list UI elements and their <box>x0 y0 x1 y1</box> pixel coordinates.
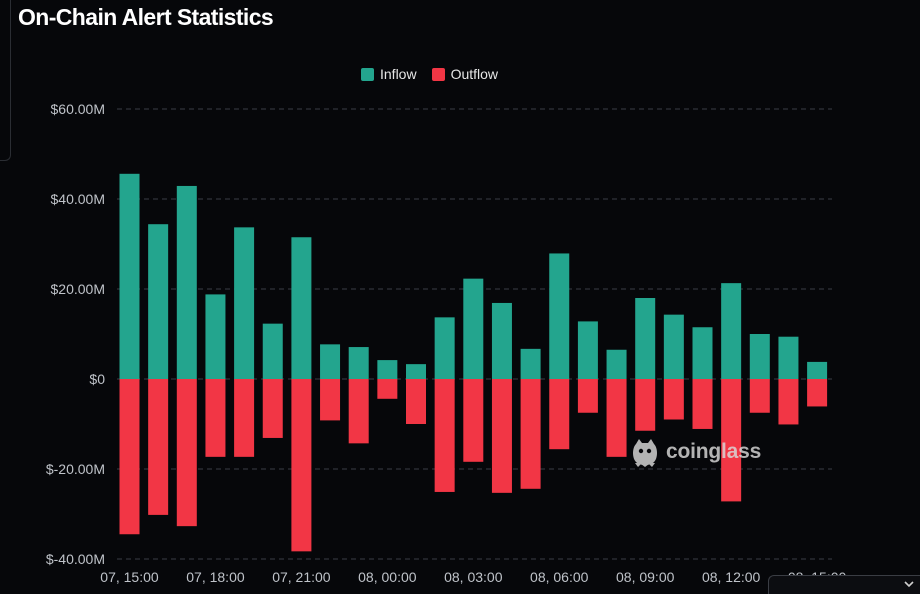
inflow-bar[interactable] <box>635 298 656 379</box>
inflow-bar[interactable] <box>520 348 541 379</box>
inflow-bar[interactable] <box>434 317 455 379</box>
outflow-bar[interactable] <box>606 379 627 457</box>
inflow-bar[interactable] <box>348 347 369 379</box>
inflow-bar[interactable] <box>291 237 312 379</box>
outflow-bar[interactable] <box>749 379 770 413</box>
outflow-bar[interactable] <box>148 379 169 515</box>
inflow-bar[interactable] <box>721 283 742 379</box>
outflow-bar[interactable] <box>549 379 570 450</box>
side-panel-edge <box>0 0 11 161</box>
inflow-bar[interactable] <box>148 224 169 379</box>
coinglass-logo-icon <box>633 439 657 467</box>
y-tick-label: $-40.00M <box>46 551 105 567</box>
outflow-bar[interactable] <box>291 379 312 552</box>
inflow-bar[interactable] <box>692 327 713 379</box>
outflow-bar[interactable] <box>119 379 140 535</box>
outflow-bar[interactable] <box>176 379 197 527</box>
inflow-bar[interactable] <box>749 334 770 379</box>
inflow-bar[interactable] <box>320 344 341 379</box>
outflow-bar[interactable] <box>778 379 799 425</box>
x-tick-label: 08, 00:00 <box>358 569 417 585</box>
watermark-text: coinglass <box>666 440 762 463</box>
inflow-bar[interactable] <box>205 294 226 379</box>
outflow-bar[interactable] <box>406 379 426 424</box>
outflow-bar[interactable] <box>463 379 484 462</box>
inflow-bar[interactable] <box>577 321 598 379</box>
y-axis-ticks: $60.00M $40.00M $20.00M $0 $-20.00M $-40.00M <box>46 101 105 567</box>
inflow-bar[interactable] <box>119 173 140 379</box>
y-tick-label: $-20.00M <box>46 461 105 477</box>
y-tick-label: $20.00M <box>51 281 105 297</box>
x-tick-label: 08, 06:00 <box>530 569 589 585</box>
outflow-bar[interactable] <box>234 379 255 457</box>
legend-label-inflow: Inflow <box>380 66 417 82</box>
y-tick-label: $60.00M <box>51 101 105 117</box>
inflow-bar[interactable] <box>807 361 828 379</box>
inflow-bar[interactable] <box>406 364 426 379</box>
inflow-bar[interactable] <box>549 253 570 379</box>
chart-title: On-Chain Alert Statistics <box>18 4 274 30</box>
x-tick-label: 07, 21:00 <box>272 569 331 585</box>
legend-label-outflow: Outflow <box>450 66 499 82</box>
inflow-swatch <box>361 67 374 81</box>
y-tick-label: $0 <box>89 371 105 387</box>
outflow-bar[interactable] <box>577 379 598 413</box>
outflow-bar[interactable] <box>663 379 684 420</box>
bars <box>119 173 828 552</box>
inflow-bar[interactable] <box>377 360 398 379</box>
inflow-bar[interactable] <box>463 278 484 379</box>
outflow-bar[interactable] <box>262 379 283 438</box>
legend-item-inflow[interactable]: Inflow <box>361 66 417 82</box>
chevron-down-icon[interactable] <box>903 578 915 590</box>
inflow-bar[interactable] <box>491 302 512 379</box>
inflow-bar[interactable] <box>176 185 197 379</box>
chart-legend: Inflow Outflow <box>361 66 513 82</box>
outflow-bar[interactable] <box>721 379 742 502</box>
inflow-bar[interactable] <box>778 336 799 379</box>
x-tick-label: 08, 12:00 <box>702 569 761 585</box>
inflow-bar[interactable] <box>606 349 627 379</box>
outflow-bar[interactable] <box>434 379 455 492</box>
outflow-bar[interactable] <box>320 379 341 421</box>
outflow-swatch <box>431 67 445 81</box>
outflow-bar[interactable] <box>205 379 226 457</box>
outflow-bar[interactable] <box>377 379 398 399</box>
outflow-bar[interactable] <box>491 379 512 493</box>
watermark: coinglass <box>630 436 761 468</box>
outflow-bar[interactable] <box>692 379 713 429</box>
bottom-panel[interactable] <box>768 575 920 594</box>
inflow-bar[interactable] <box>663 314 684 379</box>
inflow-bar[interactable] <box>262 323 283 379</box>
y-tick-label: $40.00M <box>51 191 105 207</box>
x-axis-ticks: 07, 15:00 07, 18:00 07, 21:00 08, 00:00 08, … <box>100 569 846 585</box>
x-tick-label: 08, 09:00 <box>616 569 675 585</box>
inflow-bar[interactable] <box>234 227 255 379</box>
outflow-bar[interactable] <box>635 379 656 431</box>
legend-item-outflow[interactable]: Outflow <box>431 66 499 82</box>
outflow-bar[interactable] <box>520 379 541 489</box>
outflow-bar[interactable] <box>807 379 828 407</box>
x-tick-label: 08, 03:00 <box>444 569 503 585</box>
outflow-bar[interactable] <box>348 379 369 444</box>
x-tick-label: 07, 18:00 <box>186 569 245 585</box>
x-tick-label: 07, 15:00 <box>100 569 159 585</box>
